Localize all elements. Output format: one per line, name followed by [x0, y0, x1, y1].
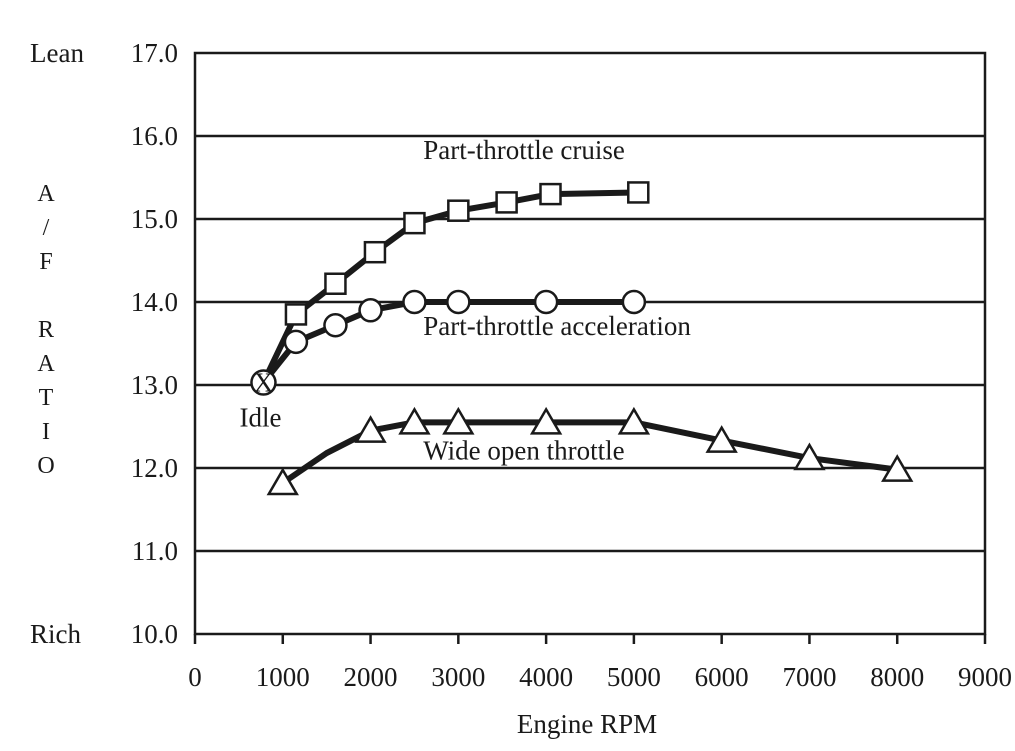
x-tick-label: 4000	[519, 662, 573, 692]
circle-marker	[533, 289, 559, 315]
x-tick-label: 3000	[431, 662, 485, 692]
idle-point-marker	[250, 369, 277, 396]
circle-marker	[283, 329, 309, 355]
y-tick-label: 10.0	[131, 619, 178, 649]
series-wide-open-throttle	[266, 406, 914, 496]
triangle-marker	[705, 425, 738, 453]
series-annotation: Part-throttle acceleration	[423, 311, 691, 341]
x-tick-label: 9000	[958, 662, 1012, 692]
square-marker	[284, 303, 308, 326]
square-marker	[363, 240, 387, 264]
triangle-marker	[793, 442, 826, 471]
y-axis-title-letter: R	[38, 317, 54, 343]
circle-marker	[446, 289, 471, 315]
y-axis-title-letter: /	[43, 215, 50, 241]
circle-marker	[621, 289, 647, 315]
circle-marker	[323, 312, 348, 338]
series-annotation: Wide open throttle	[423, 436, 624, 466]
square-marker	[324, 272, 347, 295]
y-axis-title-letter: I	[42, 419, 50, 445]
y-tick-label: 11.0	[132, 536, 178, 566]
square-marker	[539, 182, 562, 206]
x-axis-title: Engine RPM	[517, 709, 657, 739]
series-part-throttle-cruise	[260, 181, 650, 386]
y-tick-label: 15.0	[131, 204, 178, 234]
triangle-marker	[398, 406, 431, 435]
y-tick-label: 16.0	[131, 121, 178, 151]
grid-layer	[195, 134, 985, 553]
y-bottom-label: Rich	[30, 619, 81, 649]
x-tick-label: 1000	[256, 662, 310, 692]
square-marker	[495, 191, 518, 214]
triangle-marker	[881, 454, 914, 482]
square-marker	[447, 199, 470, 222]
y-axis-title-letter: A	[37, 181, 55, 207]
x-tick-label: 7000	[782, 662, 836, 692]
square-marker	[627, 181, 650, 204]
triangle-marker	[617, 406, 651, 435]
x-tick-label: 5000	[607, 662, 661, 692]
triangle-marker	[442, 406, 475, 435]
y-top-label: Lean	[30, 38, 84, 68]
annotation-layer: Idle Part-throttle cruise Part-throttle ac…	[239, 135, 691, 465]
circle-marker	[358, 298, 383, 323]
y-tick-label: 12.0	[131, 453, 178, 483]
x-tick-label: 6000	[695, 662, 749, 692]
idle-point-symbol: X	[254, 368, 274, 398]
triangle-marker	[266, 467, 299, 496]
y-axis-title-letter: O	[37, 453, 54, 479]
y-tick-label: 14.0	[131, 287, 178, 317]
y-axis-title-letter: A	[37, 351, 55, 377]
y-tick-label: 13.0	[131, 370, 178, 400]
series-part-throttle-acceleration	[260, 289, 647, 386]
x-tick-label: 8000	[870, 662, 924, 692]
tick-layer: 10.0 11.0 12.0 13.0 14.0 15.0 16.0 17.0 0 1000 200…	[131, 38, 1012, 692]
series-line	[279, 419, 901, 486]
series-annotation: Part-throttle cruise	[423, 135, 625, 165]
plot-frame	[193, 51, 987, 636]
x-tick-label: 0	[188, 662, 202, 692]
y-tick-label: 17.0	[131, 38, 178, 68]
square-marker	[403, 211, 426, 235]
triangle-marker	[529, 406, 563, 435]
circle-marker	[402, 289, 427, 315]
triangle-marker	[354, 415, 387, 443]
idle-label: Idle	[239, 403, 281, 433]
x-tick-label: 2000	[344, 662, 398, 692]
y-axis-title-letter: F	[39, 249, 52, 275]
y-axis-title-letter: T	[39, 385, 54, 411]
series-layer: X	[250, 181, 914, 496]
